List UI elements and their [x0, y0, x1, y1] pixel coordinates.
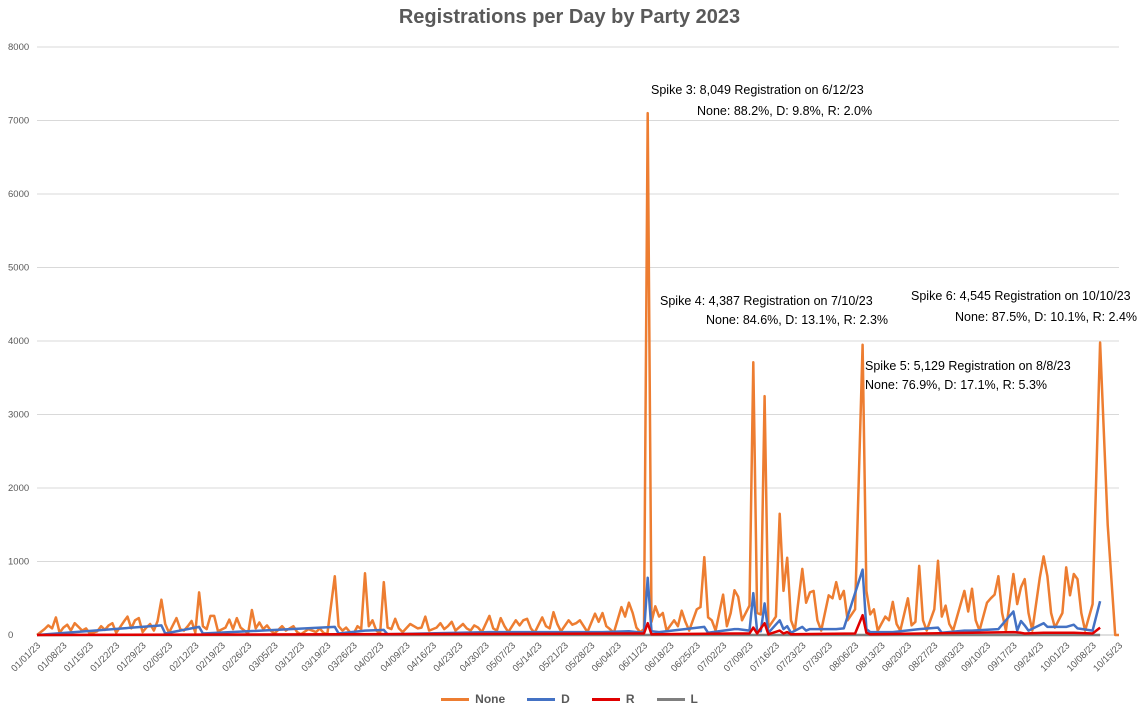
gridlines: [37, 46, 1119, 636]
x-axis-ticks: 01/01/2301/08/2301/15/2301/22/2301/29/23…: [9, 640, 1125, 674]
y-tick-label: 1000: [8, 557, 29, 568]
y-tick-label: 8000: [8, 42, 29, 53]
legend-item-none: None: [441, 692, 505, 706]
legend-label-d: D: [561, 692, 570, 706]
series-line-none: [36, 111, 1119, 637]
annotation-spike-5-line2: None: 76.9%, D: 17.1%, R: 5.3%: [865, 378, 1048, 392]
annotation-spike-6-line2: None: 87.5%, D: 10.1%, R: 2.4%: [955, 310, 1138, 324]
annotation-spike-3-line1: Spike 3: 8,049 Registration on 6/12/23: [651, 83, 864, 97]
legend-swatch-d: [527, 697, 556, 701]
y-tick-label: 2000: [8, 483, 29, 494]
annotation-spike-3-line2: None: 88.2%, D: 9.8%, R: 2.0%: [697, 104, 873, 118]
y-tick-label: 0: [8, 630, 13, 641]
annotation-spike-4-line1: Spike 4: 4,387 Registration on 7/10/23: [660, 294, 873, 308]
annotation-spike-4-line2: None: 84.6%, D: 13.1%, R: 2.3%: [706, 313, 889, 327]
legend-item-r: R: [591, 692, 635, 706]
legend-label-none: None: [475, 692, 506, 706]
series-line-r: [36, 613, 1101, 637]
annotation-spike-5-line1: Spike 5: 5,129 Registration on 8/8/23: [865, 359, 1071, 373]
legend-item-l: L: [656, 692, 698, 706]
chart-legend: None D R L: [0, 692, 1139, 706]
legend-swatch-none: [441, 697, 470, 701]
y-axis-ticks: 0 1000 2000 3000 4000 5000 6000 7000 8000: [8, 42, 29, 641]
y-tick-label: 7000: [8, 116, 29, 127]
x-tick-label: 10/15/23: [1091, 640, 1125, 674]
y-tick-label: 5000: [8, 263, 29, 274]
y-tick-label: 4000: [8, 336, 29, 347]
series-lines: [36, 111, 1119, 637]
y-tick-label: 6000: [8, 189, 29, 200]
chart-title: Registrations per Day by Party 2023: [398, 6, 741, 28]
legend-label-l: L: [690, 692, 698, 706]
annotation-spike-6-line1: Spike 6: 4,545 Registration on 10/10/23: [911, 289, 1131, 303]
legend-swatch-r: [591, 697, 620, 701]
legend-label-r: R: [625, 692, 635, 706]
y-tick-label: 3000: [8, 410, 29, 421]
legend-item-d: D: [527, 692, 570, 706]
legend-swatch-l: [656, 697, 685, 701]
